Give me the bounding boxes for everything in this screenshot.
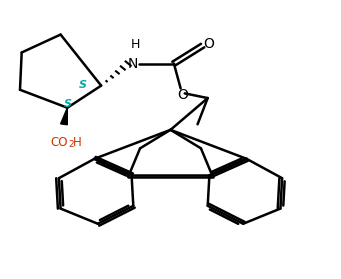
Text: N: N [128,57,138,71]
Text: CO: CO [50,136,68,149]
Text: O: O [203,37,214,51]
Text: S: S [63,99,71,109]
Text: H: H [130,38,140,51]
Text: S: S [79,80,87,90]
Text: O: O [177,88,188,102]
Text: H: H [72,136,81,149]
Text: 2: 2 [68,140,74,149]
Polygon shape [61,108,67,125]
